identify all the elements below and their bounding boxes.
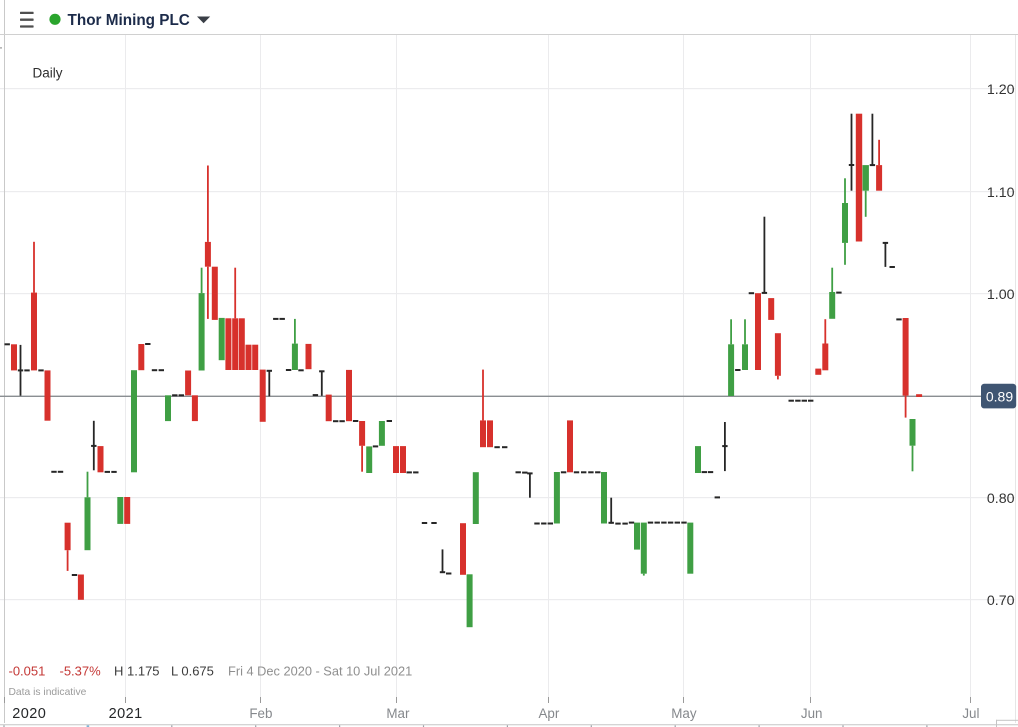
svg-text:May: May [671, 706, 697, 721]
svg-text:Mar: Mar [386, 706, 410, 721]
svg-text:2020: 2020 [12, 706, 46, 722]
svg-text:Daily: Daily [33, 66, 63, 81]
svg-text:Feb: Feb [249, 706, 272, 721]
svg-text:Apr: Apr [538, 706, 559, 721]
svg-text:0.70: 0.70 [987, 593, 1015, 609]
svg-text:1.10: 1.10 [987, 185, 1015, 201]
svg-text:-0.051: -0.051 [9, 663, 46, 678]
svg-text:2021: 2021 [109, 706, 143, 722]
svg-text:Data is indicative: Data is indicative [9, 687, 87, 698]
svg-text:0.80: 0.80 [987, 491, 1015, 507]
svg-text:Fri 4 Dec 2020 - Sat 10 Jul 20: Fri 4 Dec 2020 - Sat 10 Jul 2021 [228, 663, 412, 678]
svg-text:H 1.175: H 1.175 [114, 663, 160, 678]
svg-text:1.00: 1.00 [987, 287, 1015, 303]
svg-text:L 0.675: L 0.675 [171, 663, 214, 678]
svg-text:Thor Mining PLC: Thor Mining PLC [68, 12, 190, 29]
svg-text:-5.37%: -5.37% [60, 663, 102, 678]
svg-text:0.89: 0.89 [986, 388, 1013, 404]
svg-text:Jun: Jun [801, 706, 823, 721]
svg-text:1.20: 1.20 [987, 82, 1015, 98]
svg-text:Jul: Jul [962, 706, 979, 721]
